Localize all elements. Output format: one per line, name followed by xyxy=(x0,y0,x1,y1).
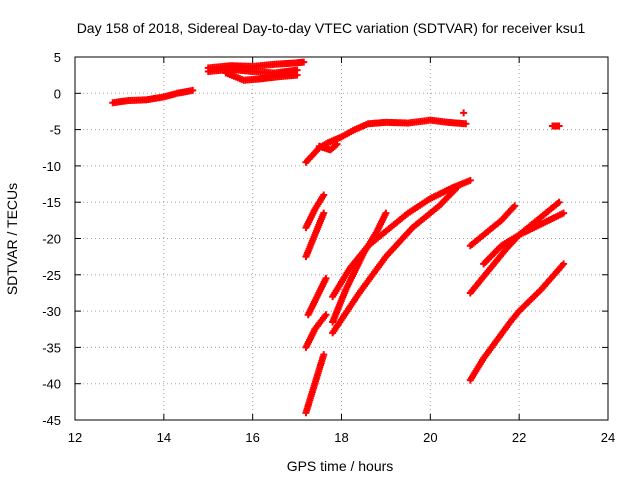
data-point xyxy=(189,86,197,94)
y-tick-label: -25 xyxy=(42,268,61,283)
x-tick-label: 22 xyxy=(512,430,526,445)
data-point xyxy=(511,202,519,210)
y-tick-label: 5 xyxy=(54,50,61,65)
data-point xyxy=(300,58,308,66)
x-tick-label: 12 xyxy=(68,430,82,445)
y-tick-label: -15 xyxy=(42,195,61,210)
data-track xyxy=(302,191,328,232)
data-point xyxy=(466,176,474,184)
data-track xyxy=(315,140,341,154)
data-point xyxy=(453,184,461,192)
data-point xyxy=(460,109,468,117)
data-point xyxy=(382,209,390,217)
y-tick-label: -30 xyxy=(42,304,61,319)
data-point xyxy=(320,191,328,199)
data-track xyxy=(302,209,328,261)
x-tick-label: 16 xyxy=(245,430,259,445)
data-track xyxy=(302,311,330,351)
x-tick-labels: 12 14 16 18 20 22 24 xyxy=(68,430,615,445)
y-tick-label: -45 xyxy=(42,413,61,428)
y-tick-label: 0 xyxy=(54,86,61,101)
data-points xyxy=(109,58,568,417)
data-track xyxy=(466,202,519,250)
axis-ticks xyxy=(74,56,609,421)
y-tick-label: -10 xyxy=(42,159,61,174)
data-track xyxy=(466,260,568,384)
y-tick-label: -40 xyxy=(42,377,61,392)
data-point xyxy=(320,351,328,359)
data-track xyxy=(302,116,470,166)
data-track xyxy=(329,176,474,301)
x-axis-title: GPS time / hours xyxy=(287,458,394,474)
data-point xyxy=(560,209,568,217)
y-axis-title: SDTVAR / TECUs xyxy=(4,183,20,295)
y-tick-labels: 5 0 -5 -10 -15 -20 -25 -30 -35 -40 -45 xyxy=(42,50,61,428)
data-point xyxy=(322,311,330,319)
data-point xyxy=(332,141,340,149)
data-track xyxy=(329,184,461,337)
data-point xyxy=(333,140,341,148)
data-track xyxy=(204,65,301,77)
data-track xyxy=(109,86,197,107)
data-point xyxy=(320,209,328,217)
data-point xyxy=(555,198,563,206)
data-track xyxy=(548,122,563,130)
data-track xyxy=(302,351,328,417)
data-point xyxy=(462,120,470,128)
data-track xyxy=(480,209,568,268)
data-track xyxy=(329,209,390,326)
data-track xyxy=(304,274,330,319)
y-tick-label: -20 xyxy=(42,232,61,247)
y-tick-label: -35 xyxy=(42,340,61,355)
data-point xyxy=(555,122,563,130)
y-tick-label: -5 xyxy=(49,123,61,138)
chart-title: Day 158 of 2018, Sidereal Day-to-day VTE… xyxy=(77,20,586,36)
data-point xyxy=(322,274,330,282)
data-point xyxy=(560,260,568,268)
x-tick-label: 24 xyxy=(601,430,615,445)
x-tick-label: 14 xyxy=(157,430,171,445)
grid xyxy=(75,57,608,420)
data-point xyxy=(293,71,301,79)
data-track xyxy=(460,109,468,117)
x-tick-label: 20 xyxy=(423,430,437,445)
x-tick-label: 18 xyxy=(334,430,348,445)
data-track xyxy=(222,69,301,84)
